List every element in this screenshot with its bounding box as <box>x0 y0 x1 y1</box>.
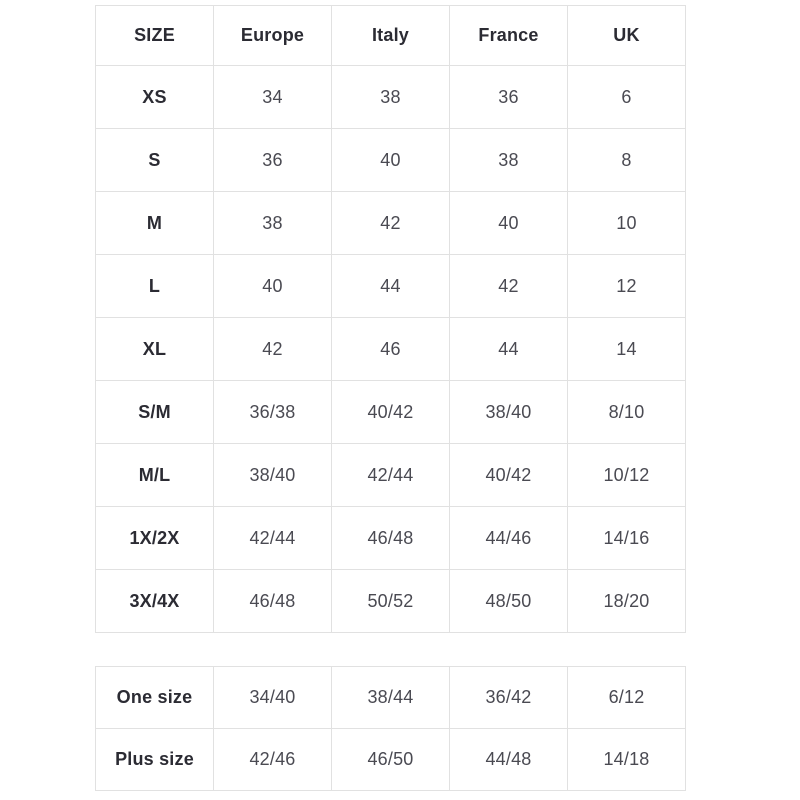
size-value-cell: 46/50 <box>331 728 450 791</box>
size-value-cell: 42/46 <box>213 728 332 791</box>
table-row: L 40 44 42 12 <box>95 254 686 318</box>
size-label-cell: 3X/4X <box>95 569 214 633</box>
size-label-cell: S <box>95 128 214 192</box>
size-value-cell: 10/12 <box>567 443 686 507</box>
size-conversion-header: SIZE Europe Italy France UK <box>95 5 686 66</box>
size-value-cell: 14/16 <box>567 506 686 570</box>
size-conversion-table: SIZE Europe Italy France UK XS 34 38 36 6 S 36 40 38… <box>95 5 686 633</box>
size-value-cell: 42 <box>331 191 450 255</box>
table-row: Plus size 42/46 46/50 44/48 14/18 <box>95 728 686 791</box>
size-value-cell: 38/40 <box>213 443 332 507</box>
size-value-cell: 44 <box>331 254 450 318</box>
table-row: S/M 36/38 40/42 38/40 8/10 <box>95 380 686 444</box>
size-value-cell: 44 <box>449 317 568 381</box>
header-row: SIZE Europe Italy France UK <box>95 5 686 66</box>
column-header-italy: Italy <box>331 5 450 66</box>
size-label-cell: L <box>95 254 214 318</box>
size-value-cell: 46/48 <box>213 569 332 633</box>
size-value-cell: 38 <box>449 128 568 192</box>
size-value-cell: 40/42 <box>449 443 568 507</box>
size-value-cell: 8 <box>567 128 686 192</box>
table-row: M 38 42 40 10 <box>95 191 686 255</box>
size-value-cell: 34/40 <box>213 666 332 729</box>
size-value-cell: 14 <box>567 317 686 381</box>
size-value-cell: 6/12 <box>567 666 686 729</box>
size-value-cell: 42 <box>213 317 332 381</box>
size-value-cell: 44/48 <box>449 728 568 791</box>
table-row: M/L 38/40 42/44 40/42 10/12 <box>95 443 686 507</box>
table-row: 3X/4X 46/48 50/52 48/50 18/20 <box>95 569 686 633</box>
size-value-cell: 38/40 <box>449 380 568 444</box>
size-value-cell: 50/52 <box>331 569 450 633</box>
column-header-uk: UK <box>567 5 686 66</box>
size-label-cell: M/L <box>95 443 214 507</box>
size-value-cell: 36 <box>213 128 332 192</box>
table-row: XL 42 46 44 14 <box>95 317 686 381</box>
size-value-cell: 34 <box>213 65 332 129</box>
size-value-cell: 38 <box>213 191 332 255</box>
size-label-cell: 1X/2X <box>95 506 214 570</box>
size-value-cell: 40/42 <box>331 380 450 444</box>
size-label-cell: XL <box>95 317 214 381</box>
size-value-cell: 36 <box>449 65 568 129</box>
size-value-cell: 10 <box>567 191 686 255</box>
size-value-cell: 42 <box>449 254 568 318</box>
size-conversion-body: XS 34 38 36 6 S 36 40 38 8 M 38 42 40 10 L 40 44 42 12 XL 42 4… <box>95 65 686 633</box>
size-value-cell: 38 <box>331 65 450 129</box>
special-size-body: One size 34/40 38/44 36/42 6/12 Plus size 42/4… <box>95 666 686 791</box>
size-value-cell: 40 <box>449 191 568 255</box>
size-value-cell: 14/18 <box>567 728 686 791</box>
size-label-cell: Plus size <box>95 728 214 791</box>
size-label-cell: S/M <box>95 380 214 444</box>
size-value-cell: 48/50 <box>449 569 568 633</box>
column-header-size: SIZE <box>95 5 214 66</box>
size-value-cell: 40 <box>331 128 450 192</box>
size-label-cell: M <box>95 191 214 255</box>
size-label-cell: One size <box>95 666 214 729</box>
special-size-table: One size 34/40 38/44 36/42 6/12 Plus size 42/4… <box>95 666 686 791</box>
column-header-france: France <box>449 5 568 66</box>
size-value-cell: 40 <box>213 254 332 318</box>
size-value-cell: 42/44 <box>213 506 332 570</box>
table-row: XS 34 38 36 6 <box>95 65 686 129</box>
table-row: S 36 40 38 8 <box>95 128 686 192</box>
size-value-cell: 6 <box>567 65 686 129</box>
size-value-cell: 8/10 <box>567 380 686 444</box>
size-value-cell: 46 <box>331 317 450 381</box>
table-row: One size 34/40 38/44 36/42 6/12 <box>95 666 686 729</box>
column-header-europe: Europe <box>213 5 332 66</box>
size-value-cell: 44/46 <box>449 506 568 570</box>
size-value-cell: 38/44 <box>331 666 450 729</box>
size-value-cell: 36/42 <box>449 666 568 729</box>
size-value-cell: 42/44 <box>331 443 450 507</box>
size-label-cell: XS <box>95 65 214 129</box>
size-value-cell: 46/48 <box>331 506 450 570</box>
size-value-cell: 18/20 <box>567 569 686 633</box>
size-value-cell: 12 <box>567 254 686 318</box>
table-row: 1X/2X 42/44 46/48 44/46 14/16 <box>95 506 686 570</box>
size-value-cell: 36/38 <box>213 380 332 444</box>
